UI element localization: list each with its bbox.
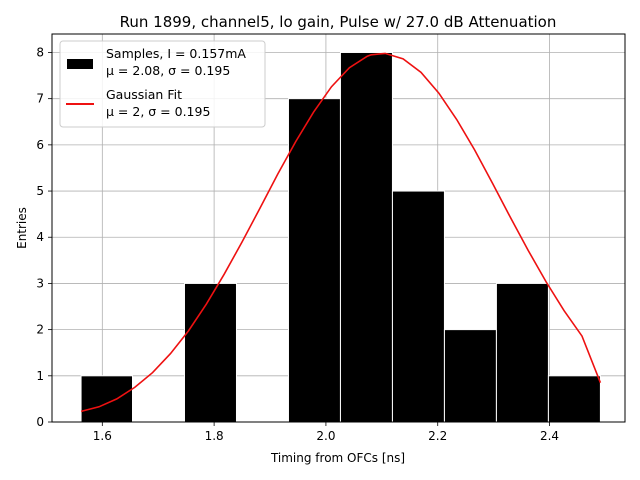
histogram-bar [547,375,601,423]
y-tick-label: 6 [36,138,44,152]
y-tick-label: 4 [36,230,44,244]
histogram-bar [495,282,549,423]
y-axis-label: Entries [15,207,29,249]
histogram-bar [339,51,393,423]
legend: Samples, I = 0.157mA μ = 2.08, σ = 0.195… [59,40,266,128]
x-tick-label: 1.8 [205,429,224,443]
chart-title: Run 1899, channel5, lo gain, Pulse w/ 27… [120,13,557,31]
x-tick-label: 2.2 [428,429,447,443]
legend-label-fit: Gaussian Fit [106,87,182,102]
histogram-bar [391,190,445,423]
plot-frame [51,33,626,423]
y-tick-label: 5 [36,184,44,198]
histogram-bar [443,329,497,423]
histogram-bar [287,98,341,423]
x-axis-ticks: 1.6 1.8 2.0 2.2 2.4 [93,422,559,443]
histogram-bar [183,282,237,423]
x-tick-label: 2.4 [540,429,559,443]
gaussian-fit-line [80,52,602,413]
y-tick-label: 7 [36,92,44,106]
y-tick-label: 1 [36,369,44,383]
y-tick-label: 0 [36,415,44,429]
legend-label-samples: Samples, I = 0.157mA [106,46,246,61]
y-axis-ticks: 0 1 2 3 4 5 6 7 8 [36,45,52,429]
y-tick-label: 8 [36,45,44,59]
legend-stats-samples: μ = 2.08, σ = 0.195 [106,63,230,78]
histogram-bars [80,51,601,423]
histogram-bar [80,375,133,423]
x-tick-label: 2.0 [316,429,335,443]
y-tick-label: 2 [36,323,44,337]
fit-layer [80,52,602,413]
legend-swatch-samples [67,59,93,69]
y-tick-label: 3 [36,276,44,290]
x-axis-label: Timing from OFCs [ns] [270,451,405,465]
legend-box [59,40,266,128]
x-tick-label: 1.6 [93,429,112,443]
legend-stats-fit: μ = 2, σ = 0.195 [106,104,210,119]
